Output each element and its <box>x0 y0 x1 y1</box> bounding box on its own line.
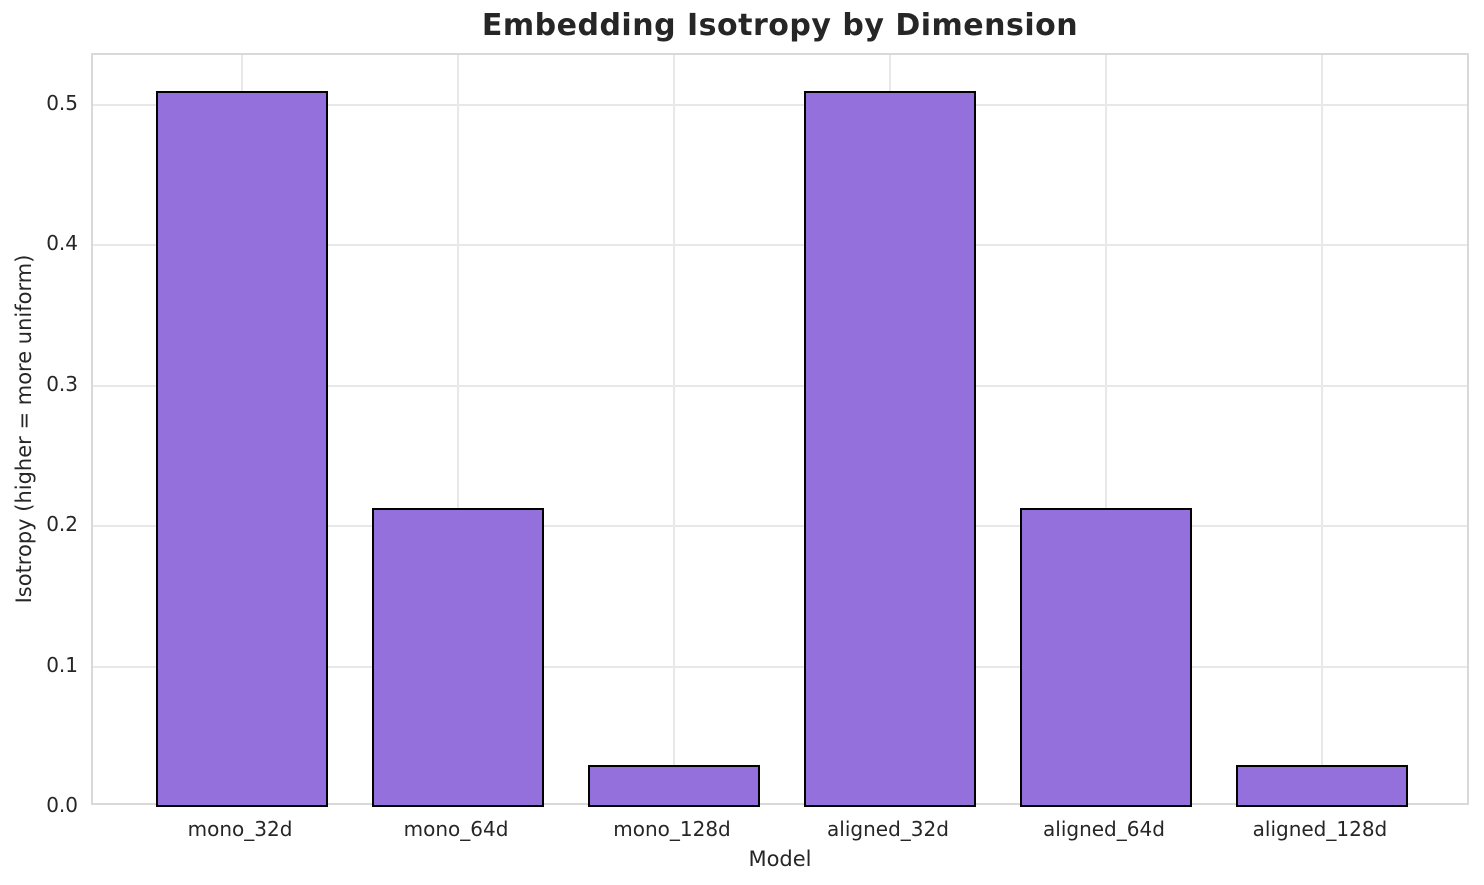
gridline-horizontal <box>93 384 1467 387</box>
y-tick-label: 0.0 <box>46 793 78 817</box>
y-tick-label: 0.1 <box>46 652 78 677</box>
x-axis-label: Model <box>748 847 812 871</box>
bar-mono_64d <box>371 507 545 807</box>
y-tick-label: 0.5 <box>46 90 78 115</box>
y-axis-label: Isotropy (higher = more uniform) <box>12 254 36 604</box>
gridline-vertical <box>457 55 460 803</box>
gridline-vertical <box>1320 55 1323 803</box>
bar-aligned_32d <box>803 90 977 807</box>
gridline-horizontal <box>93 103 1467 106</box>
y-tick-label: 0.2 <box>46 512 78 537</box>
gridline-vertical <box>1104 55 1107 803</box>
bar-mono_32d <box>155 90 329 807</box>
x-tick-label: aligned_64d <box>1043 817 1165 841</box>
x-tick-label: aligned_128d <box>1252 817 1388 841</box>
y-tick-label: 0.4 <box>46 231 78 256</box>
gridline-horizontal <box>93 525 1467 528</box>
bar-aligned_64d <box>1019 507 1193 807</box>
gridline-horizontal <box>93 665 1467 668</box>
chart-title: Embedding Isotropy by Dimension <box>481 8 1079 43</box>
gridline-horizontal <box>93 244 1467 247</box>
y-tick-label: 0.3 <box>46 371 78 396</box>
bar-mono_128d <box>587 764 761 807</box>
bar-aligned_128d <box>1235 764 1409 807</box>
x-tick-label: mono_64d <box>403 817 509 841</box>
x-tick-label: aligned_32d <box>827 817 949 841</box>
gridline-vertical <box>673 55 675 803</box>
plot-area <box>91 53 1469 807</box>
x-tick-label: mono_128d <box>613 817 731 841</box>
x-tick-label: mono_32d <box>187 817 293 841</box>
